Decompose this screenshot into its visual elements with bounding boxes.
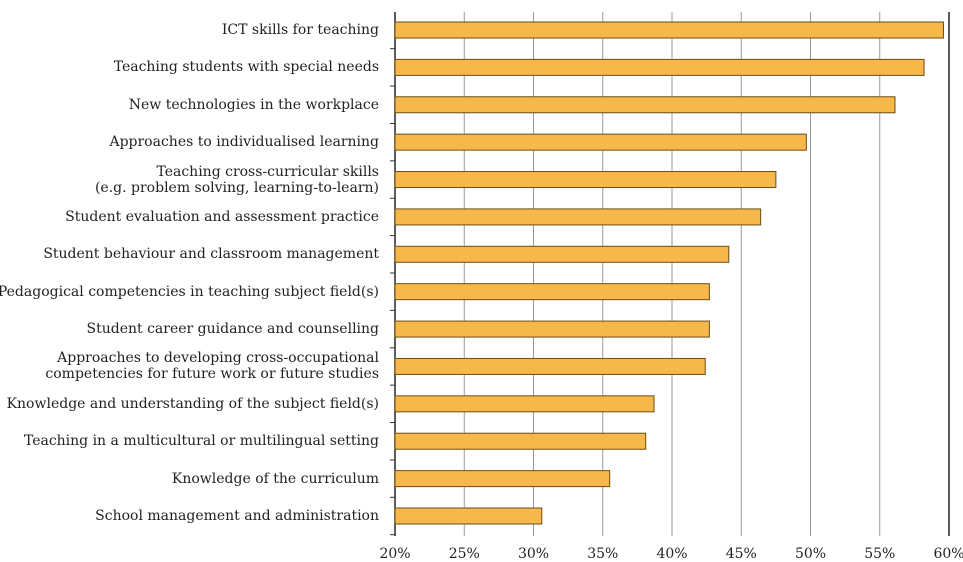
bar (394, 357, 706, 375)
bar (394, 208, 762, 226)
y-tick-label: Teaching students with special needs (113, 59, 379, 76)
bar (394, 395, 655, 413)
bar (394, 283, 710, 301)
bar (394, 21, 944, 39)
bar (394, 432, 647, 450)
bar (394, 320, 710, 338)
y-tick-label: Student evaluation and assessment practi… (65, 208, 379, 225)
y-tick-label: Student behaviour and classroom manageme… (43, 246, 379, 263)
x-tick-label: 30% (518, 546, 549, 562)
x-tick-label: 55% (864, 546, 895, 562)
y-tick-label: Teaching cross-curricular skills (e.g. p… (94, 163, 379, 196)
x-tick-label: 20% (379, 546, 410, 562)
y-tick-label: ICT skills for teaching (221, 22, 379, 38)
y-tick-label: Approaches to developing cross-occupatio… (45, 350, 379, 383)
bar (394, 96, 896, 114)
bar (394, 171, 777, 189)
y-tick-label: Pedagogical competencies in teaching sub… (0, 283, 379, 300)
bar (394, 133, 807, 151)
y-tick-label: Knowledge of the curriculum (171, 470, 379, 487)
y-tick-label: Approaches to individualised learning (109, 134, 379, 151)
bar (394, 58, 925, 76)
x-tick-label: 35% (587, 546, 618, 562)
bar (394, 507, 543, 525)
x-tick-label: 45% (726, 546, 757, 562)
x-tick-label: 40% (656, 546, 687, 562)
y-tick-label: New technologies in the workplace (128, 96, 379, 113)
y-tick-label: School management and administration (95, 508, 379, 524)
x-tick-label: 50% (795, 546, 826, 562)
y-tick-label: Student career guidance and counselling (86, 321, 379, 338)
x-tick-label: 25% (449, 546, 480, 562)
y-tick-label: Knowledge and understanding of the subje… (6, 395, 379, 412)
bar (394, 245, 730, 263)
x-tick-label: 60% (933, 546, 963, 562)
y-tick-label: Teaching in a multicultural or multiling… (23, 433, 379, 450)
bar (394, 470, 611, 488)
